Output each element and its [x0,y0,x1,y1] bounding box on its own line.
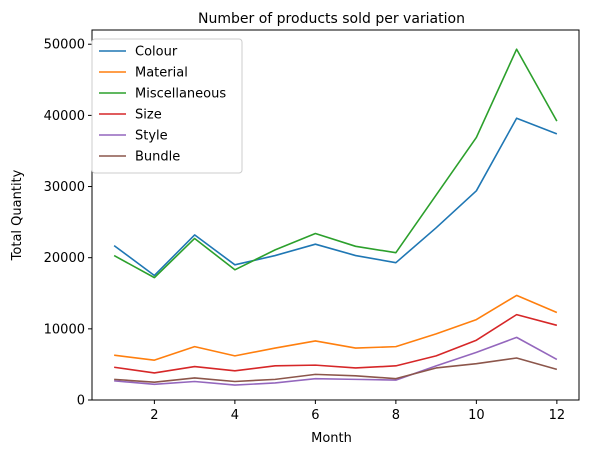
x-axis: 2 4 6 8 10 12 [150,400,565,423]
y-tick-label: 50000 [44,38,85,53]
chart-title: Number of products sold per variation [198,11,465,27]
y-axis: 0 10000 20000 30000 40000 50000 [44,38,92,409]
x-axis-label: Month [311,431,352,446]
y-tick-label: 10000 [44,322,85,337]
legend-label: Style [135,129,168,144]
x-tick-label: 4 [231,408,239,423]
legend-label: Bundle [135,150,180,165]
series-line-miscellaneous [113,48,558,279]
legend-box [91,38,243,174]
series-line-size [114,313,558,374]
plot-frame [91,29,580,401]
y-tick-label: 40000 [44,109,85,124]
y-tick-label: 30000 [44,180,85,195]
x-tick-label: 10 [468,408,485,423]
legend-label: Material [135,66,188,81]
x-tick-label: 8 [392,408,400,423]
legend-label: Miscellaneous [135,87,226,102]
legend: Colour Material Miscellaneous Size Style Bund… [91,38,243,174]
series-line-bundle [114,357,558,384]
series-line-colour [113,117,558,277]
x-tick-label: 2 [150,408,158,423]
series-line-style [114,336,558,386]
y-tick-label: 0 [77,394,85,409]
y-tick-label: 20000 [44,251,85,266]
x-tick-label: 12 [549,408,566,423]
legend-label: Size [135,108,162,123]
y-axis-label: Total Quantity [10,169,25,261]
legend-label: Colour [135,45,178,60]
series-line-material [114,294,558,361]
series-layer [113,48,558,386]
x-tick-label: 6 [311,408,319,423]
